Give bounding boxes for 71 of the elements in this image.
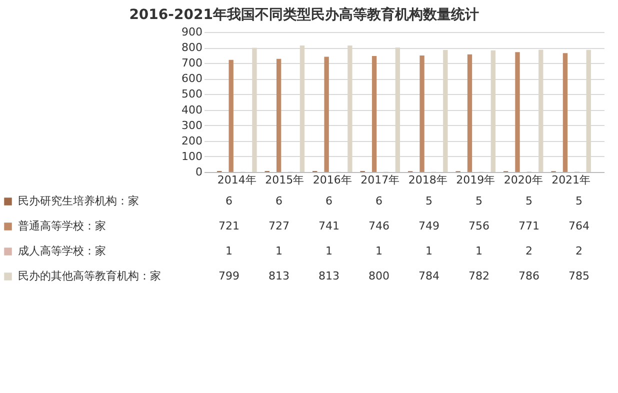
bar xyxy=(276,58,282,172)
y-tick-label: 600 xyxy=(182,72,202,86)
y-tick-label: 0 xyxy=(196,166,202,178)
legend-label: 民办研究生培养机构：家 xyxy=(18,194,139,208)
data-label: 800 xyxy=(368,270,390,282)
data-label: 1 xyxy=(476,244,482,258)
legend-label: 民办的其他高等教育机构：家 xyxy=(18,270,161,282)
y-tick-label: 200 xyxy=(182,134,202,148)
bar xyxy=(228,60,234,172)
data-label: 721 xyxy=(218,220,240,232)
data-label: 2 xyxy=(576,244,582,258)
y-tick-label: 800 xyxy=(182,41,202,54)
bar xyxy=(252,48,257,172)
data-label: 6 xyxy=(226,194,232,208)
y-tick-label: 900 xyxy=(182,26,202,38)
bar xyxy=(372,56,377,172)
data-label: 813 xyxy=(268,270,290,282)
bar xyxy=(490,50,496,172)
data-label: 764 xyxy=(568,220,590,232)
data-label: 771 xyxy=(518,220,540,232)
data-label: 5 xyxy=(526,194,532,208)
x-tick-label: 2018年 xyxy=(408,174,448,186)
y-tick-label: 500 xyxy=(182,88,202,101)
bar xyxy=(515,52,520,172)
data-label: 2 xyxy=(526,244,532,258)
bar xyxy=(562,53,568,172)
x-tick-label: 2021年 xyxy=(552,174,591,186)
y-tick-label: 300 xyxy=(182,118,202,132)
legend-label: 成人高等学校：家 xyxy=(18,244,106,258)
data-label: 746 xyxy=(368,220,390,232)
x-tick-label: 2017年 xyxy=(360,174,400,186)
x-tick-label: 2016年 xyxy=(312,174,352,186)
data-label: 5 xyxy=(576,194,582,208)
data-label: 6 xyxy=(376,194,382,208)
data-label: 6 xyxy=(276,194,282,208)
bar xyxy=(420,55,424,172)
legend-label: 普通高等学校：家 xyxy=(18,220,106,232)
chart-title: 2016-2021年我国不同类型民办高等教育机构数量统计 xyxy=(129,6,479,23)
bar xyxy=(467,54,472,172)
x-tick-label: 2019年 xyxy=(456,174,496,186)
y-tick-label: 400 xyxy=(182,103,202,116)
bar xyxy=(348,46,352,172)
data-label: 785 xyxy=(568,270,590,282)
data-label: 5 xyxy=(476,194,482,208)
bar xyxy=(443,50,448,172)
bar xyxy=(324,56,329,172)
x-tick-label: 2014年 xyxy=(217,174,256,186)
data-label: 741 xyxy=(318,220,340,232)
data-label: 786 xyxy=(518,270,540,282)
data-label: 727 xyxy=(268,220,290,232)
data-label: 799 xyxy=(218,270,240,282)
data-label: 1 xyxy=(226,244,232,258)
data-label: 749 xyxy=(418,220,440,232)
data-label: 813 xyxy=(318,270,340,282)
data-label: 1 xyxy=(326,244,332,258)
data-label: 1 xyxy=(376,244,382,258)
bar xyxy=(538,50,544,172)
data-label: 6 xyxy=(326,194,332,208)
bar xyxy=(300,46,305,172)
data-label: 756 xyxy=(468,220,490,232)
x-tick-label: 2020年 xyxy=(504,174,543,186)
data-label: 1 xyxy=(276,244,282,258)
y-tick-label: 100 xyxy=(182,150,202,163)
data-label: 784 xyxy=(418,270,440,282)
data-label: 5 xyxy=(426,194,432,208)
x-tick-label: 2015年 xyxy=(265,174,304,186)
bar xyxy=(395,48,400,172)
y-tick-label: 700 xyxy=(182,56,202,70)
data-label: 1 xyxy=(426,244,432,258)
bar xyxy=(586,50,591,172)
data-label: 782 xyxy=(468,270,490,282)
